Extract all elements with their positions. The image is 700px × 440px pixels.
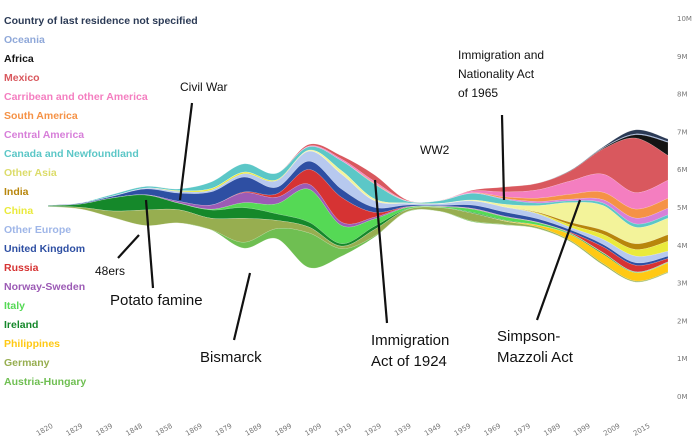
- potato-famine-label: Potato famine: [110, 292, 203, 309]
- x-tick-label: 2015: [632, 422, 651, 438]
- bismarck-label: Bismarck: [200, 349, 262, 366]
- legend-item-norway-sweden: Norway-Sweden: [4, 281, 85, 293]
- x-tick-label: 1829: [65, 422, 84, 438]
- legend-item-india: India: [4, 186, 29, 198]
- x-tick-label: 1999: [572, 422, 591, 438]
- legend-item-africa: Africa: [4, 53, 34, 65]
- x-tick-label: 1869: [184, 422, 203, 438]
- simpson-mazzoli-label-line1: Simpson-: [497, 328, 560, 345]
- potato-famine-pointer: [144, 199, 155, 289]
- x-tick-label: 1989: [543, 422, 562, 438]
- ina-1965-label-line3: of 1965: [458, 86, 498, 100]
- x-tick-label: 1939: [393, 422, 412, 438]
- legend-item-carribean-and-other-america: Carribean and other America: [4, 91, 148, 103]
- legend-item-country-of-last-residence-not-specified: Country of last residence not specified: [4, 15, 198, 27]
- legend-item-oceania: Oceania: [4, 34, 45, 46]
- annotation-pointers: [117, 102, 582, 341]
- x-tick-label: 1889: [244, 422, 263, 438]
- x-tick-label: 1858: [154, 422, 173, 438]
- legend-item-mexico: Mexico: [4, 72, 40, 84]
- x-tick-label: 2009: [602, 422, 621, 438]
- simpson-mazzoli-label-line2: Mazzoli Act: [497, 349, 574, 366]
- forty-eighters-pointer: [117, 234, 140, 259]
- x-tick-label: 1899: [274, 422, 293, 438]
- ww2-label: WW2: [420, 143, 450, 157]
- x-tick-label: 1848: [125, 422, 144, 438]
- civil-war-pointer: [178, 102, 194, 201]
- right-axis-tick-label: 6M: [677, 166, 688, 174]
- right-axis-tick-label: 10M: [677, 15, 692, 23]
- x-tick-label: 1820: [35, 422, 54, 438]
- right-axis-tick-label: 7M: [677, 128, 688, 136]
- act-1924-label-line2: Act of 1924: [371, 353, 447, 370]
- x-tick-label: 1959: [453, 422, 472, 438]
- act-1924-label-line1: Immigration: [371, 332, 449, 349]
- right-axis-tick-label: 2M: [677, 317, 688, 325]
- ina-1965-label-line2: Nationality Act: [458, 67, 535, 81]
- legend-item-philippines: Philippines: [4, 338, 60, 350]
- right-axis-tick-label: 5M: [677, 204, 688, 212]
- legend-item-united-kingdom: United Kingdom: [4, 243, 85, 255]
- legend-item-ireland: Ireland: [4, 319, 38, 331]
- right-axis-tick-label: 4M: [677, 242, 688, 250]
- annotations: Civil War WW2 Immigration and Nationalit…: [95, 48, 574, 370]
- bismarck-pointer: [232, 272, 252, 341]
- legend-item-canada-and-newfoundland: Canada and Newfoundland: [4, 148, 139, 160]
- x-tick-label: 1979: [513, 422, 532, 438]
- right-axis: 10M 9M 8M 7M 6M 5M 4M 3M 2M 1M 0M: [677, 15, 692, 401]
- ina-1965-pointer: [500, 114, 506, 201]
- legend-item-south-america: South America: [4, 110, 78, 122]
- right-axis-tick-label: 3M: [677, 280, 688, 288]
- legend-item-russia: Russia: [4, 262, 39, 274]
- legend-item-central-america: Central America: [4, 129, 84, 141]
- legend-item-china: China: [4, 205, 33, 217]
- legend-item-germany: Germany: [4, 357, 50, 369]
- right-axis-tick-label: 1M: [677, 355, 688, 363]
- x-tick-label: 1919: [334, 422, 353, 438]
- civil-war-label: Civil War: [180, 80, 228, 94]
- x-tick-label: 1879: [214, 422, 233, 438]
- x-tick-label: 1839: [95, 422, 114, 438]
- forty-eighters-label: 48ers: [95, 264, 125, 278]
- stream-austria-hungary: [47, 206, 669, 283]
- ina-1965-label-line1: Immigration and: [458, 48, 544, 62]
- legend-item-austria-hungary: Austria-Hungary: [4, 376, 86, 388]
- legend-item-other-asia: Other Asia: [4, 167, 57, 179]
- stream-layers: [47, 129, 669, 283]
- right-axis-tick-label: 9M: [677, 53, 688, 61]
- x-tick-label: 1929: [363, 422, 382, 438]
- x-tick-label: 1969: [483, 422, 502, 438]
- right-axis-tick-label: 0M: [677, 393, 688, 401]
- legend-item-italy: Italy: [4, 300, 25, 312]
- right-axis-tick-label: 8M: [677, 91, 688, 99]
- act-1924-pointer: [373, 179, 389, 324]
- x-tick-label: 1909: [304, 422, 323, 438]
- simpson-mazzoli-pointer: [535, 199, 582, 321]
- legend: Country of last residence not specified O…: [4, 15, 198, 388]
- legend-item-other-europe: Other Europe: [4, 224, 71, 236]
- x-tick-label: 1949: [423, 422, 442, 438]
- x-axis: 1820 1829 1839 1848 1858 1869 1879 1889 1899 1909…: [35, 422, 651, 438]
